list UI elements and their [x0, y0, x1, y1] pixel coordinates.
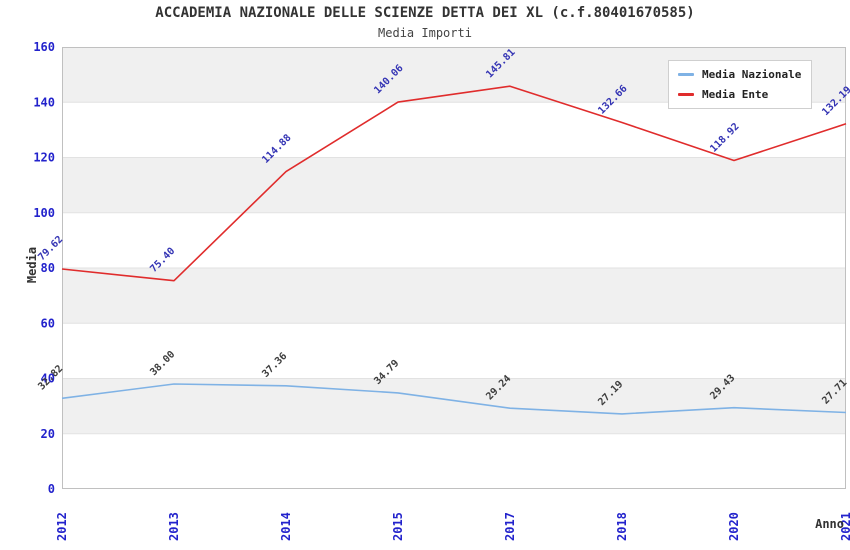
x-tick-label: 2017	[503, 512, 517, 541]
plot-band	[62, 268, 846, 324]
x-tick-label: 2020	[727, 512, 741, 541]
y-tick-label: 140	[33, 95, 55, 109]
media-ente-line-swatch-icon	[678, 93, 694, 96]
plot-band	[62, 157, 846, 213]
x-tick-label: 2021	[839, 512, 850, 541]
legend: Media Nazionale Media Ente	[668, 60, 813, 109]
legend-item-media-nazionale[interactable]: Media Nazionale	[678, 68, 801, 81]
series-line-media-ente	[61, 85, 847, 282]
y-tick-label: 120	[33, 151, 55, 165]
x-axis-title: Anno	[815, 517, 844, 531]
y-tick-label: 0	[48, 482, 55, 496]
plot-band	[62, 378, 846, 434]
y-tick-label: 80	[41, 261, 55, 275]
media-nazionale-line-swatch-icon	[678, 73, 694, 76]
data-label: 37.36	[260, 351, 289, 380]
data-label: 38.00	[148, 349, 177, 378]
data-label: 118.92	[708, 121, 741, 154]
y-tick-label: 160	[33, 40, 55, 54]
series-line-media-nazionale	[61, 383, 847, 415]
legend-label: Media Nazionale	[702, 68, 802, 81]
chart-subtitle: Media Importi	[378, 26, 472, 40]
x-tick-label: 2012	[55, 512, 69, 541]
y-axis-title: Media	[25, 246, 40, 284]
x-tick-label: 2014	[279, 512, 293, 541]
legend-item-media-ente[interactable]: Media Ente	[678, 88, 801, 101]
x-tick-label: 2018	[615, 512, 629, 541]
y-tick-label: 20	[41, 427, 55, 441]
x-tick-label: 2015	[391, 512, 405, 541]
plot-border	[62, 47, 846, 489]
data-label: 79.62	[36, 234, 65, 263]
x-tick-label: 2013	[167, 512, 181, 541]
y-tick-label: 60	[41, 316, 55, 330]
y-tick-label: 100	[33, 206, 55, 220]
legend-label: Media Ente	[702, 88, 769, 101]
chart-title: ACCADEMIA NAZIONALE DELLE SCIENZE DETTA …	[155, 5, 695, 21]
y-tick-label: 40	[41, 372, 55, 386]
